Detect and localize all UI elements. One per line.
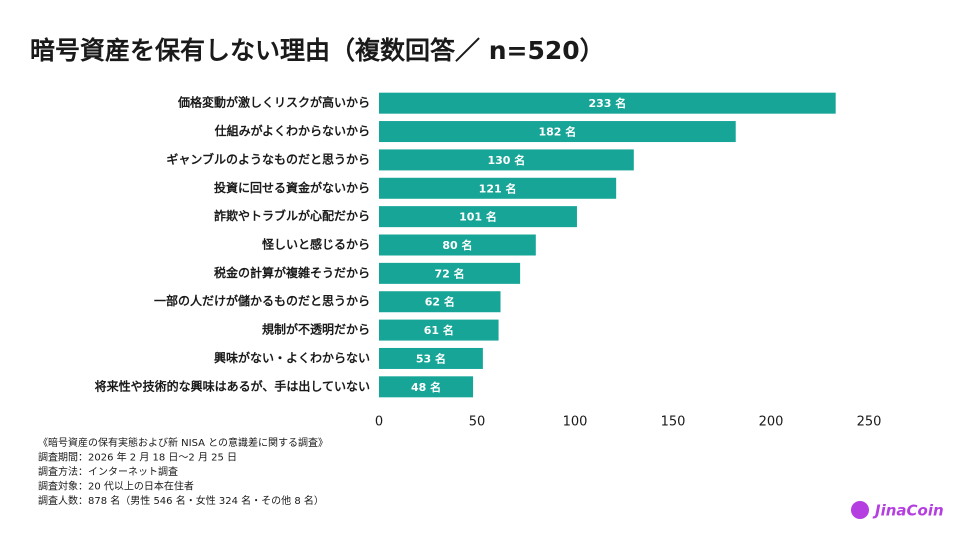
bar bbox=[379, 234, 536, 256]
y-tick-label: 怪しいと感じるから bbox=[261, 237, 370, 252]
value-label: 121 名 bbox=[479, 181, 517, 195]
y-tick-label: ギャンブルのようなものだと思うから bbox=[166, 151, 370, 166]
y-tick-label: 仕組みがよくわからないから bbox=[214, 123, 370, 138]
bar bbox=[379, 291, 501, 313]
value-label: 80 名 bbox=[442, 238, 472, 252]
y-tick-label: 詐欺やトラブルが心配だから bbox=[214, 208, 370, 223]
logo-icon bbox=[851, 501, 869, 519]
brand: JinaCoin bbox=[872, 502, 944, 520]
x-tick-label: 250 bbox=[857, 415, 882, 430]
y-tick-label: 価格変動が激しくリスクが高いから bbox=[177, 95, 370, 110]
chart-title: 暗号資産を保有しない理由（複数回答／ n=520） bbox=[30, 36, 605, 65]
value-label: 48 名 bbox=[411, 380, 441, 394]
x-tick-label: 0 bbox=[375, 415, 383, 430]
value-label: 53 名 bbox=[416, 351, 446, 365]
y-tick-label: 将来性や技術的な興味はあるが、手は出していない bbox=[95, 378, 370, 393]
y-tick-label: 規制が不透明だから bbox=[262, 322, 370, 337]
y-tick-label: 税金の計算が複雑そうだから bbox=[214, 265, 370, 280]
bar bbox=[379, 376, 474, 398]
bar bbox=[379, 121, 736, 143]
bar bbox=[379, 92, 836, 114]
x-tick-label: 150 bbox=[661, 415, 686, 430]
bar bbox=[379, 177, 617, 199]
footnote: 調査方法：インターネット調査 bbox=[38, 465, 178, 478]
x-tick-label: 200 bbox=[759, 415, 784, 430]
bar bbox=[379, 319, 499, 341]
footnote: 《暗号資産の保有実態および新 NISA との意識差に関する調査》 bbox=[38, 436, 328, 449]
value-label: 61 名 bbox=[424, 323, 454, 337]
bar bbox=[379, 347, 483, 369]
bar bbox=[379, 149, 634, 171]
logo: JinaCoin bbox=[851, 501, 944, 520]
bar bbox=[379, 206, 577, 228]
value-label: 233 名 bbox=[588, 96, 626, 110]
x-tick-label: 100 bbox=[563, 415, 588, 430]
footnote: 調査対象：20 代以上の日本在住者 bbox=[38, 480, 194, 493]
footnote: 調査人数：878 名（男性 546 名・女性 324 名・その他 8 名） bbox=[38, 494, 324, 507]
value-label: 130 名 bbox=[488, 153, 526, 167]
footnote: 調査期間：2026 年 2 月 18 日〜2 月 25 日 bbox=[38, 451, 237, 464]
y-tick-label: 興味がない・よくわからない bbox=[214, 350, 370, 365]
bar bbox=[379, 262, 521, 284]
y-tick-label: 投資に回せる資金がないから bbox=[214, 180, 370, 195]
value-label: 72 名 bbox=[434, 266, 464, 280]
y-tick-label: 一部の人だけが儲かるものだと思うから bbox=[154, 293, 370, 308]
value-label: 62 名 bbox=[425, 295, 455, 309]
x-tick-label: 50 bbox=[469, 415, 486, 430]
value-label: 182 名 bbox=[538, 125, 576, 139]
value-label: 101 名 bbox=[459, 210, 497, 224]
